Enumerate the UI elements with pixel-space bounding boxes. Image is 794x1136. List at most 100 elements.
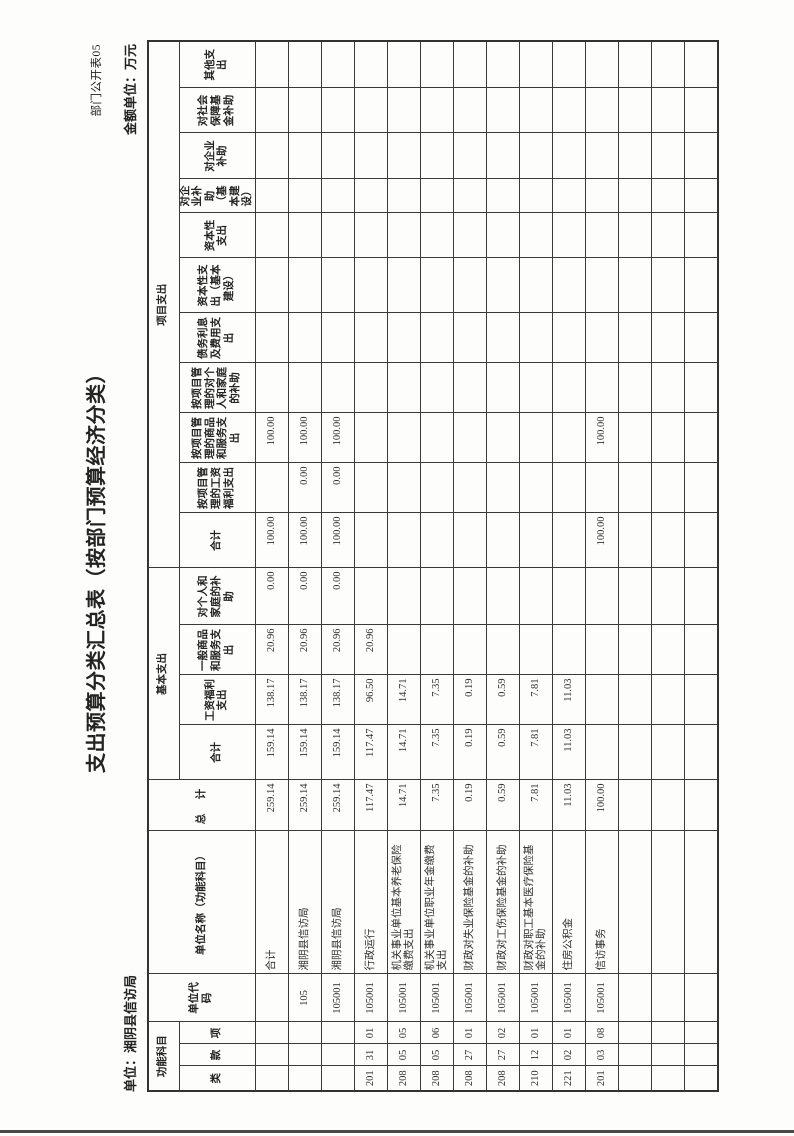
amount-cell: 14.71 xyxy=(387,780,421,831)
amount-cell xyxy=(321,179,355,213)
amount-cell xyxy=(354,463,388,513)
col-header-debt-interest: 债务利息及费用支出 xyxy=(179,313,256,363)
code-cell xyxy=(255,1044,289,1066)
amount-cell xyxy=(552,625,586,675)
amount-cell xyxy=(387,413,421,463)
amount-cell xyxy=(453,213,487,258)
expenditure-budget-table: 功能科目 单位代码 单位名称（功能科目） 总 计 基本支出 项目支出 类 款 项… xyxy=(147,40,719,1092)
amount-cell: 14.71 xyxy=(387,675,421,725)
amount-cell: 20.96 xyxy=(288,625,322,675)
amount-cell xyxy=(420,625,454,675)
amount-cell xyxy=(486,258,520,313)
col-header-unit-name: 单位名称（功能科目） xyxy=(148,831,256,974)
amount-cell: 100.00 xyxy=(321,513,355,568)
amount-cell xyxy=(552,88,586,133)
amount-cell xyxy=(585,568,619,625)
amount-cell xyxy=(354,133,388,179)
amount-cell: 259.14 xyxy=(288,780,322,831)
amount-cell xyxy=(453,133,487,179)
amount-cell: 100.00 xyxy=(585,513,619,568)
amount-cell xyxy=(684,258,718,313)
amount-cell xyxy=(255,463,289,513)
amount-cell xyxy=(618,513,652,568)
code-cell: 201 xyxy=(585,1066,619,1091)
col-header-unit-code: 单位代码 xyxy=(148,974,256,1022)
amount-cell xyxy=(354,179,388,213)
amount-cell xyxy=(321,213,355,258)
amount-cell: 100.00 xyxy=(585,413,619,463)
amount-cell xyxy=(453,41,487,88)
amount-cell xyxy=(651,179,685,213)
amount-cell xyxy=(651,313,685,363)
amount-cell xyxy=(288,363,322,413)
amount-cell xyxy=(354,413,388,463)
amount-cell xyxy=(618,363,652,413)
code-cell: 201 xyxy=(354,1066,388,1091)
code-cell: 01 xyxy=(354,1022,388,1044)
unit-name-cell: 财政对工伤保险基金的补助 xyxy=(486,831,520,974)
amount-cell xyxy=(486,463,520,513)
table-row: 201 31 01 105001 行政运行 117.47 117.47 96.50 20.96 xyxy=(354,41,388,1091)
amount-cell xyxy=(255,313,289,363)
amount-cell xyxy=(453,513,487,568)
amount-cell xyxy=(585,313,619,363)
amount-cell xyxy=(354,513,388,568)
code-cell: 31 xyxy=(354,1044,388,1066)
amount-cell xyxy=(288,133,322,179)
amount-cell xyxy=(552,213,586,258)
amount-cell xyxy=(387,258,421,313)
amount-cell: 0.19 xyxy=(453,675,487,725)
code-cell xyxy=(684,1044,718,1066)
amount-cell xyxy=(651,463,685,513)
amount-cell xyxy=(585,725,619,780)
amount-cell xyxy=(519,513,553,568)
amount-cell xyxy=(387,88,421,133)
amount-cell xyxy=(288,213,322,258)
amount-cell xyxy=(387,41,421,88)
amount-cell xyxy=(453,363,487,413)
code-cell xyxy=(321,1044,355,1066)
amount-cell xyxy=(651,88,685,133)
amount-cell: 20.96 xyxy=(255,625,289,675)
page-edge-line xyxy=(0,1130,794,1133)
code-cell xyxy=(651,1044,685,1066)
amount-cell xyxy=(420,363,454,413)
amount-cell: 7.35 xyxy=(420,780,454,831)
amount-cell xyxy=(684,780,718,831)
amount-cell xyxy=(453,88,487,133)
amount-cell xyxy=(618,780,652,831)
amount-cell: 0.00 xyxy=(288,463,322,513)
unit-label: 单位：湘阴县信访局 xyxy=(123,974,138,1092)
amount-cell xyxy=(486,513,520,568)
code-cell: 05 xyxy=(387,1044,421,1066)
code-cell: 12 xyxy=(519,1044,553,1066)
meta-line: 单位：湘阴县信访局 金额单位：万元 xyxy=(120,44,139,1092)
amount-cell: 7.81 xyxy=(519,725,553,780)
amount-cell xyxy=(684,88,718,133)
amount-cell xyxy=(684,213,718,258)
col-header-project-wages: 按项目管理的工资福利支出 xyxy=(179,463,256,513)
amount-cell xyxy=(519,625,553,675)
col-header-basic-subtotal: 合计 xyxy=(179,725,256,780)
amount-cell xyxy=(684,513,718,568)
amount-cell xyxy=(618,413,652,463)
amount-cell xyxy=(552,133,586,179)
col-header-project-individual: 按项目管理的对个人和家庭的补助 xyxy=(179,363,256,413)
amount-cell: 100.00 xyxy=(288,513,322,568)
amount-cell xyxy=(519,463,553,513)
code-cell: 105001 xyxy=(453,974,487,1022)
amount-cell xyxy=(684,313,718,363)
amount-cell xyxy=(618,41,652,88)
amount-cell: 117.47 xyxy=(354,780,388,831)
amount-cell: 96.50 xyxy=(354,675,388,725)
amount-cell xyxy=(651,780,685,831)
amount-cell xyxy=(684,463,718,513)
amount-cell xyxy=(651,675,685,725)
amount-cell: 0.59 xyxy=(486,725,520,780)
amount-cell xyxy=(585,88,619,133)
amount-cell xyxy=(420,179,454,213)
amount-cell xyxy=(486,88,520,133)
amount-cell xyxy=(486,213,520,258)
unit-name-cell: 财政对失业保险基金的补助 xyxy=(453,831,487,974)
code-cell: 05 xyxy=(387,1022,421,1044)
